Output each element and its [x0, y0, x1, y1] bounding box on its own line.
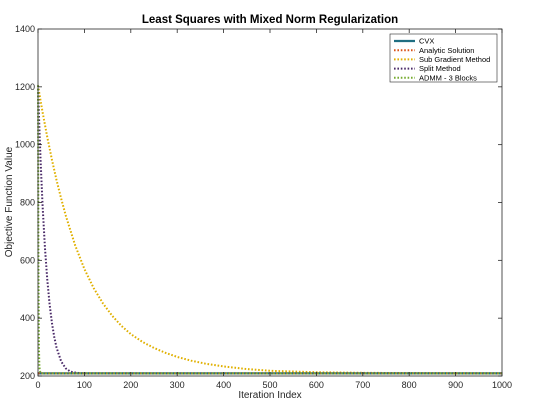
- x-tick-label: 400: [216, 380, 231, 390]
- legend-label-split-method: Split Method: [419, 64, 461, 73]
- series-line-sub-gradient-method: [37, 85, 502, 375]
- x-tick-label: 0: [35, 380, 40, 390]
- y-axis-label: Objective Function Value: [4, 146, 15, 257]
- y-tick-label: 800: [20, 198, 35, 208]
- y-tick-label: 200: [20, 371, 35, 381]
- x-tick-label: 800: [402, 380, 417, 390]
- chart-title: Least Squares with Mixed Norm Regulariza…: [142, 14, 398, 26]
- legend-label-sub-gradient-method: Sub Gradient Method: [419, 55, 490, 64]
- legend-label-cvx: CVX: [419, 37, 434, 46]
- y-tick-label: 1400: [15, 24, 35, 34]
- y-axis: 200 400 600 800 1000 1200 1400: [15, 24, 502, 381]
- x-tick-label: 200: [123, 380, 138, 390]
- legend-label-admm-3-blocks: ADMM - 3 Blocks: [419, 73, 477, 82]
- x-axis-label: Iteration Index: [238, 390, 301, 401]
- y-tick-label: 600: [20, 255, 35, 265]
- x-tick-label: 300: [170, 380, 185, 390]
- y-tick-label: 1200: [15, 82, 35, 92]
- x-tick-label: 900: [448, 380, 463, 390]
- x-tick-label: 100: [77, 380, 92, 390]
- legend-label-analytic-solution: Analytic Solution: [419, 46, 474, 55]
- x-tick-label: 700: [355, 380, 370, 390]
- x-axis: 0 100 200 300 400 500 600 700 800 900 1000: [35, 29, 512, 390]
- x-tick-label: 500: [262, 380, 277, 390]
- x-tick-label: 1000: [492, 380, 512, 390]
- y-tick-label: 400: [20, 313, 35, 323]
- y-tick-label: 1000: [15, 140, 35, 150]
- x-tick-label: 600: [309, 380, 324, 390]
